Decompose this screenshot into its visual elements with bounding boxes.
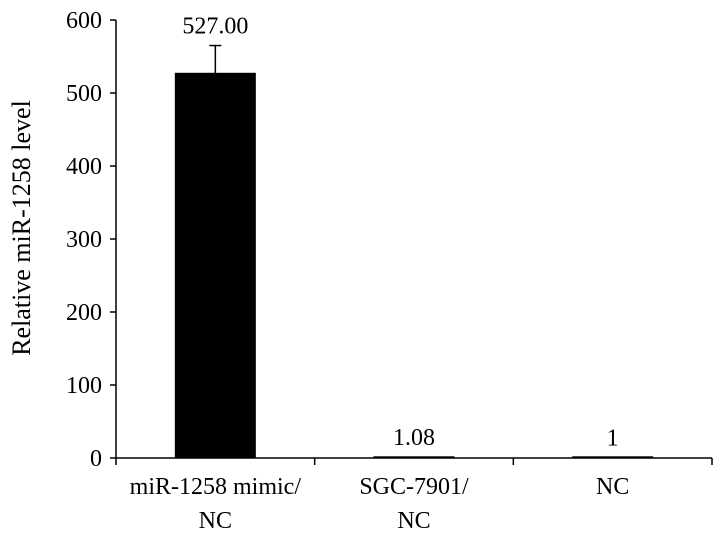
x-category-label: NC <box>596 474 629 500</box>
x-category-label: SGC-7901/ <box>359 474 469 500</box>
bar <box>174 72 256 459</box>
x-axis: miR-1258 mimic/NC SGC-7901/NC NC <box>115 457 713 534</box>
y-tick-label: 300 <box>66 227 102 253</box>
data-label: 1 <box>607 425 619 451</box>
y-tick-label: 400 <box>66 154 102 180</box>
bar <box>373 456 455 459</box>
y-tick-label: 600 <box>66 8 102 34</box>
y-tick-label: 500 <box>66 81 102 107</box>
y-axis-title: Relative miR-1258 level <box>7 100 36 356</box>
y-tick-label: 200 <box>66 300 102 326</box>
data-label: 527.00 <box>182 14 248 40</box>
y-tick-label: 0 <box>90 446 102 472</box>
y-tick-label: 100 <box>66 373 102 399</box>
x-category-label: miR-1258 mimic/ <box>130 474 302 500</box>
y-axis: 0 100 200 300 400 500 600 <box>66 8 117 472</box>
bars <box>174 44 654 459</box>
data-label: 1.08 <box>393 425 435 451</box>
x-category-label: NC <box>397 508 430 534</box>
data-labels: 527.00 1.08 1 <box>182 14 618 452</box>
bar <box>572 456 654 459</box>
x-category-label: NC <box>199 508 232 534</box>
